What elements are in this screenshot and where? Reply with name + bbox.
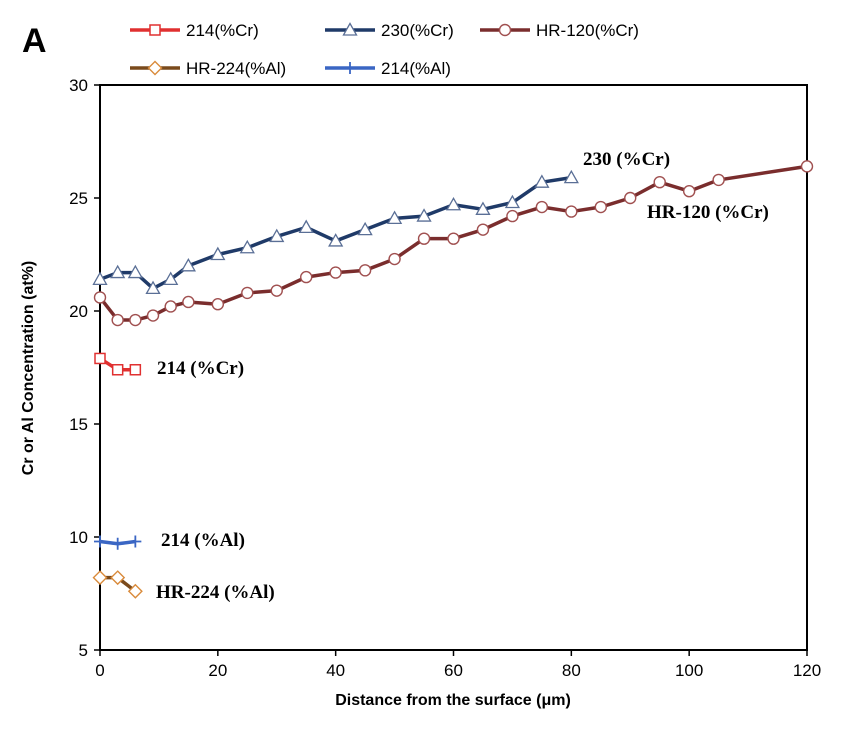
data-point-hr-120-cr [182, 295, 195, 309]
data-point-230-cr [239, 239, 255, 254]
x-tick-label: 60 [444, 661, 463, 680]
legend-label: HR-120(%Cr) [536, 21, 639, 40]
data-point-hr-224-al [127, 583, 143, 599]
data-point-hr-120-cr [358, 264, 372, 277]
data-point-hr-120-cr [388, 252, 401, 266]
legend-item-hr-120-cr: HR-120(%Cr) [480, 21, 639, 40]
legend-marker-214-cr [149, 24, 161, 36]
legend-marker-214-al [344, 62, 356, 74]
data-point-hr-120-cr [211, 298, 225, 311]
data-point-hr-120-cr [682, 185, 696, 198]
data-point-230-cr [445, 196, 462, 211]
legend-marker-230-cr [342, 22, 358, 36]
data-point-hr-120-cr [241, 286, 254, 300]
legend-label: 214(%Cr) [186, 21, 259, 40]
x-tick-label: 0 [95, 661, 104, 680]
data-point-hr-120-cr [476, 223, 490, 236]
data-point-214-cr [129, 364, 142, 376]
legend-marker-hr-120-cr [498, 23, 512, 37]
data-point-230-cr [163, 271, 179, 286]
annotation-214-cr: 214 (%Cr) [157, 358, 244, 379]
data-point-230-cr [416, 208, 432, 222]
data-point-230-cr [504, 194, 521, 209]
data-point-hr-120-cr [93, 291, 107, 304]
data-point-214-al [94, 535, 106, 548]
data-point-hr-120-cr [800, 160, 814, 173]
y-tick-label: 20 [69, 302, 88, 321]
data-point-hr-120-cr [447, 232, 460, 245]
data-point-230-cr [298, 219, 314, 234]
data-point-230-cr [145, 280, 161, 295]
legend-item-214-cr: 214(%Cr) [130, 21, 259, 40]
data-point-hr-120-cr [111, 313, 124, 327]
y-tick-label: 10 [69, 528, 88, 547]
data-point-230-cr [269, 228, 285, 243]
y-tick-label: 25 [69, 189, 88, 208]
data-point-hr-120-cr [300, 270, 313, 284]
x-tick-label: 80 [562, 661, 581, 680]
legend-item-214-al: 214(%Al) [325, 59, 451, 78]
legend-label: 214(%Al) [381, 59, 451, 78]
annotation-hr-224-al: HR-224 (%Al) [156, 582, 275, 603]
data-point-hr-120-cr [417, 232, 431, 245]
data-point-230-cr [386, 210, 403, 224]
data-point-hr-120-cr [624, 191, 637, 205]
data-point-hr-120-cr [270, 284, 283, 297]
data-point-214-cr [94, 352, 106, 365]
data-point-hr-120-cr [712, 173, 725, 187]
legend-item-230-cr: 230(%Cr) [325, 21, 454, 40]
data-point-hr-120-cr [146, 309, 160, 322]
y-axis-title: Cr or Al Concentration (at%) [20, 261, 37, 476]
data-point-230-cr [357, 221, 373, 236]
data-point-230-cr [127, 264, 143, 279]
data-point-214-cr [111, 364, 124, 376]
x-axis-title: Distance from the surface (μm) [335, 692, 571, 709]
x-tick-label: 120 [793, 661, 821, 680]
series-214-al [94, 535, 142, 550]
data-point-230-cr [328, 233, 344, 247]
panel-label: A [22, 22, 47, 60]
series-hr-224-al [92, 570, 143, 599]
data-point-230-cr [180, 257, 196, 272]
x-tick-label: 40 [326, 661, 345, 680]
series-230-cr [92, 169, 579, 295]
data-point-hr-120-cr [129, 313, 142, 327]
data-point-hr-120-cr [535, 200, 549, 214]
data-point-hr-120-cr [164, 300, 177, 313]
data-point-214-al [111, 537, 124, 550]
data-point-214-al [129, 535, 142, 548]
data-point-230-cr [110, 264, 126, 279]
y-axis-ticks: 5 10 15 20 25 30 [69, 76, 100, 660]
x-tick-label: 100 [675, 661, 703, 680]
legend-item-hr-224-al: HR-224(%Al) [130, 59, 286, 78]
annotation-214-al: 214 (%Al) [161, 530, 245, 551]
data-point-230-cr [563, 169, 579, 184]
y-tick-label: 15 [69, 415, 88, 434]
data-point-hr-120-cr [506, 209, 519, 223]
series-hr-120-cr [93, 160, 814, 327]
annotation-hr-120-cr: HR-120 (%Cr) [647, 202, 769, 223]
data-point-230-cr [475, 201, 491, 215]
data-point-hr-120-cr [565, 205, 578, 218]
data-point-hr-224-al [92, 570, 108, 586]
data-point-hr-120-cr [653, 175, 666, 189]
x-axis-ticks: 0 20 40 60 80 100 120 [95, 650, 821, 680]
data-point-hr-224-al [110, 570, 126, 586]
series-214-cr [94, 352, 142, 376]
chart-legend: 214(%Cr) 230(%Cr) HR-120(%Cr) HR-224(%Al) 21… [130, 21, 639, 78]
legend-marker-hr-224-al [147, 60, 163, 76]
legend-label: 230(%Cr) [381, 21, 454, 40]
x-tick-label: 20 [208, 661, 227, 680]
data-point-230-cr [210, 246, 226, 261]
chart-series [92, 160, 814, 599]
data-point-230-cr [534, 174, 550, 188]
data-point-hr-120-cr [594, 200, 607, 214]
data-point-230-cr [92, 271, 108, 286]
y-tick-label: 30 [69, 76, 88, 95]
y-tick-label: 5 [79, 641, 88, 660]
annotation-230-cr: 230 (%Cr) [583, 149, 670, 170]
legend-label: HR-224(%Al) [186, 59, 286, 78]
data-point-hr-120-cr [329, 266, 342, 279]
